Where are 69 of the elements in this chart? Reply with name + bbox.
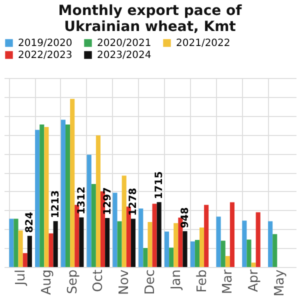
x-tick-label: Apr [246,268,262,292]
bar [112,192,118,267]
x-tick-label: Feb [194,270,210,293]
bar [148,222,152,267]
bar [152,204,157,267]
x-tick-label: Dec [143,270,158,295]
bar [60,120,66,267]
bar [199,228,204,267]
bar [96,135,101,267]
data-label: 948 [180,207,191,228]
bar [9,218,14,267]
legend-label: 2020/2021 [97,38,152,49]
bar [122,176,126,267]
x-tick-label: Nov [117,269,132,295]
bar [230,202,234,267]
bar [105,218,110,267]
bar [48,233,54,267]
bar [27,236,32,267]
x-tick-label: Jul [14,270,29,286]
bar [204,204,209,267]
x-tick-label: Oct [91,270,106,292]
bar [35,130,40,267]
legend-label: 2022/2023 [18,50,72,61]
bar [190,241,195,267]
data-label: 1297 [102,187,114,215]
x-tick-label: Mar [220,268,236,294]
bar [164,232,170,267]
data-label: 1312 [76,186,88,214]
bar [79,217,84,267]
bar [86,154,92,267]
bar [14,218,18,267]
bar [156,202,162,267]
bar [216,216,221,267]
bar [130,218,136,267]
bar [242,220,247,267]
bar [251,262,256,267]
bar [44,126,49,267]
x-tick-label: Sep [65,270,80,294]
legend-label: 2021/2022 [176,38,230,49]
chart-title: Monthly export pace of Ukrainian wheat, Kmt [58,3,243,35]
bar [66,124,70,267]
bar [220,240,226,267]
bar [256,212,260,267]
data-label: 1213 [50,190,62,218]
legend-label: 2023/2024 [97,50,152,61]
bar [272,234,278,267]
data-label: 1715 [154,171,166,200]
bar [268,221,273,267]
bar [182,231,188,267]
bar [22,253,28,267]
bar [117,221,122,267]
data-label: 824 [24,212,36,233]
bar [194,240,200,267]
x-tick-label: Aug [39,270,54,295]
x-tick-label: May [272,269,288,296]
x-tick-label: Jan [168,270,184,291]
bar [225,256,230,267]
legend-label: 2019/2020 [18,38,72,49]
data-label: 1278 [128,188,140,216]
bar [138,208,144,267]
bar [53,221,58,267]
bar [143,248,148,267]
bar [91,184,96,267]
bar [40,124,44,267]
bar [174,223,178,267]
bar [169,248,174,267]
bar [70,98,75,267]
bar [18,230,23,267]
bar [246,240,252,267]
